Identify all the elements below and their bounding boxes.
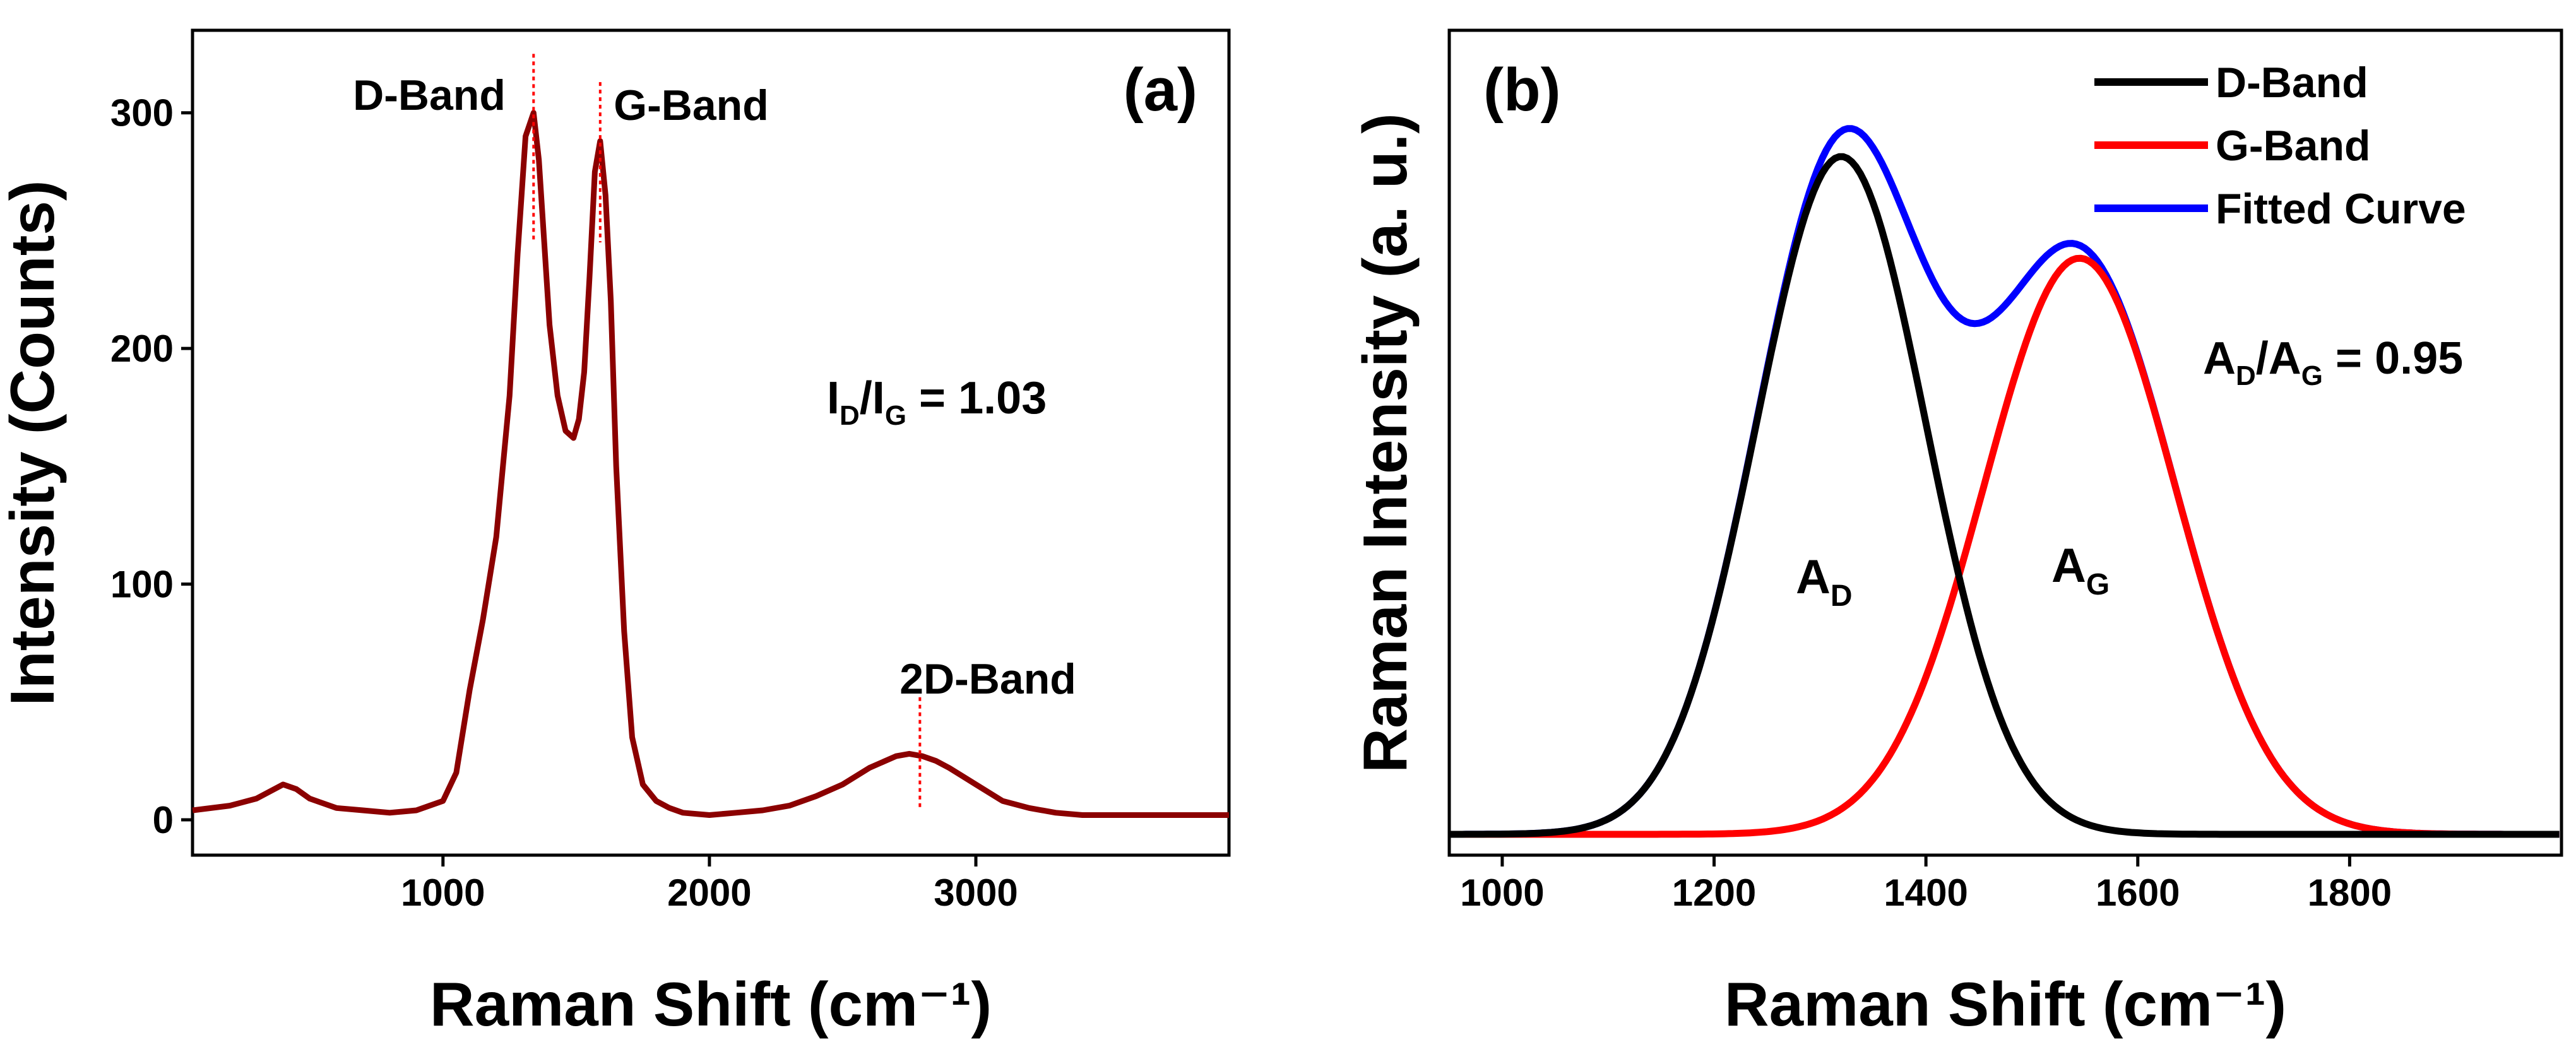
ag-sub: G [2086, 568, 2110, 601]
panel-b-frame [1447, 28, 2563, 857]
x-tick-label: 1000 [1460, 872, 1544, 914]
ratio-sub-d-b: D [2236, 360, 2256, 391]
ratio-sub-d: D [840, 400, 860, 431]
x-tick-label: 2000 [667, 872, 751, 914]
d-band-label: D-Band [353, 71, 506, 119]
panel-b-marks [1449, 125, 2560, 838]
ratio-sub-g-b: G [2301, 360, 2323, 391]
legend-label: Fitted Curve [2216, 185, 2466, 233]
g-band-label: G-Band [614, 81, 769, 129]
panel-b-y-axis-title: Raman Intensity (a. u.) [1350, 113, 1420, 773]
panel-a-y-axis-title: Intensity (Counts) [0, 180, 67, 706]
panel-a-frame [191, 28, 1231, 857]
g-band-line [1449, 254, 2560, 838]
ad-area-label: AD [1796, 550, 1853, 613]
2d-band-label: 2D-Band [899, 655, 1076, 703]
ag-main: A [2051, 539, 2086, 593]
panel-b-label: (b) [1483, 56, 1561, 124]
panel-b: 1000 1200 1400 1600 1800 (b) D-Band G-Band Fit… [1350, 28, 2563, 1039]
ag-area-label: AG [2051, 539, 2110, 601]
panel-b-ticks: 1000 1200 1400 1600 1800 [1460, 855, 2392, 914]
x-tick-label: 1200 [1672, 872, 1756, 914]
panel-a: 1000 2000 3000 0 100 200 300 (a) D-Band G-Band… [0, 28, 1231, 1039]
ratio-value: = 1.03 [906, 373, 1047, 423]
x-tick-label: 1600 [2096, 872, 2180, 914]
spectrum-line [192, 110, 1229, 818]
ratio-a-1: A [2203, 333, 2236, 384]
legend-label: G-Band [2216, 122, 2371, 170]
ratio-slash-a: /A [2256, 333, 2301, 384]
y-tick-label: 0 [153, 799, 174, 841]
panel-a-x-axis-title: Raman Shift (cm⁻¹) [430, 969, 992, 1039]
d-band-line [1449, 153, 2560, 838]
y-tick-label: 100 [110, 564, 174, 606]
panel-a-marks [192, 54, 1229, 818]
legend: D-Band G-Band Fitted Curve [2094, 59, 2466, 233]
panel-a-label: (a) [1124, 56, 1197, 124]
ratio-value-b: = 0.95 [2323, 333, 2463, 384]
ad-main: A [1796, 550, 1831, 604]
ratio-sub-g: G [885, 400, 906, 431]
y-tick-label: 200 [110, 328, 174, 370]
ad-sub: D [1831, 579, 1853, 613]
y-tick-label: 300 [110, 92, 174, 134]
panel-a-ticks: 1000 2000 3000 0 100 200 300 [110, 92, 1018, 914]
x-tick-label: 1400 [1884, 872, 1968, 914]
ratio-i-1: I [827, 373, 840, 423]
x-tick-label: 1000 [401, 872, 485, 914]
x-tick-label: 1800 [2308, 872, 2392, 914]
legend-label: D-Band [2216, 59, 2368, 107]
ad-ag-ratio: AD/AG = 0.95 [2203, 333, 2463, 391]
ratio-slash-i: /I [860, 373, 885, 423]
x-tick-label: 3000 [934, 872, 1018, 914]
panel-b-x-axis-title: Raman Shift (cm⁻¹) [1724, 969, 2286, 1039]
id-ig-ratio: ID/IG = 1.03 [827, 373, 1047, 431]
